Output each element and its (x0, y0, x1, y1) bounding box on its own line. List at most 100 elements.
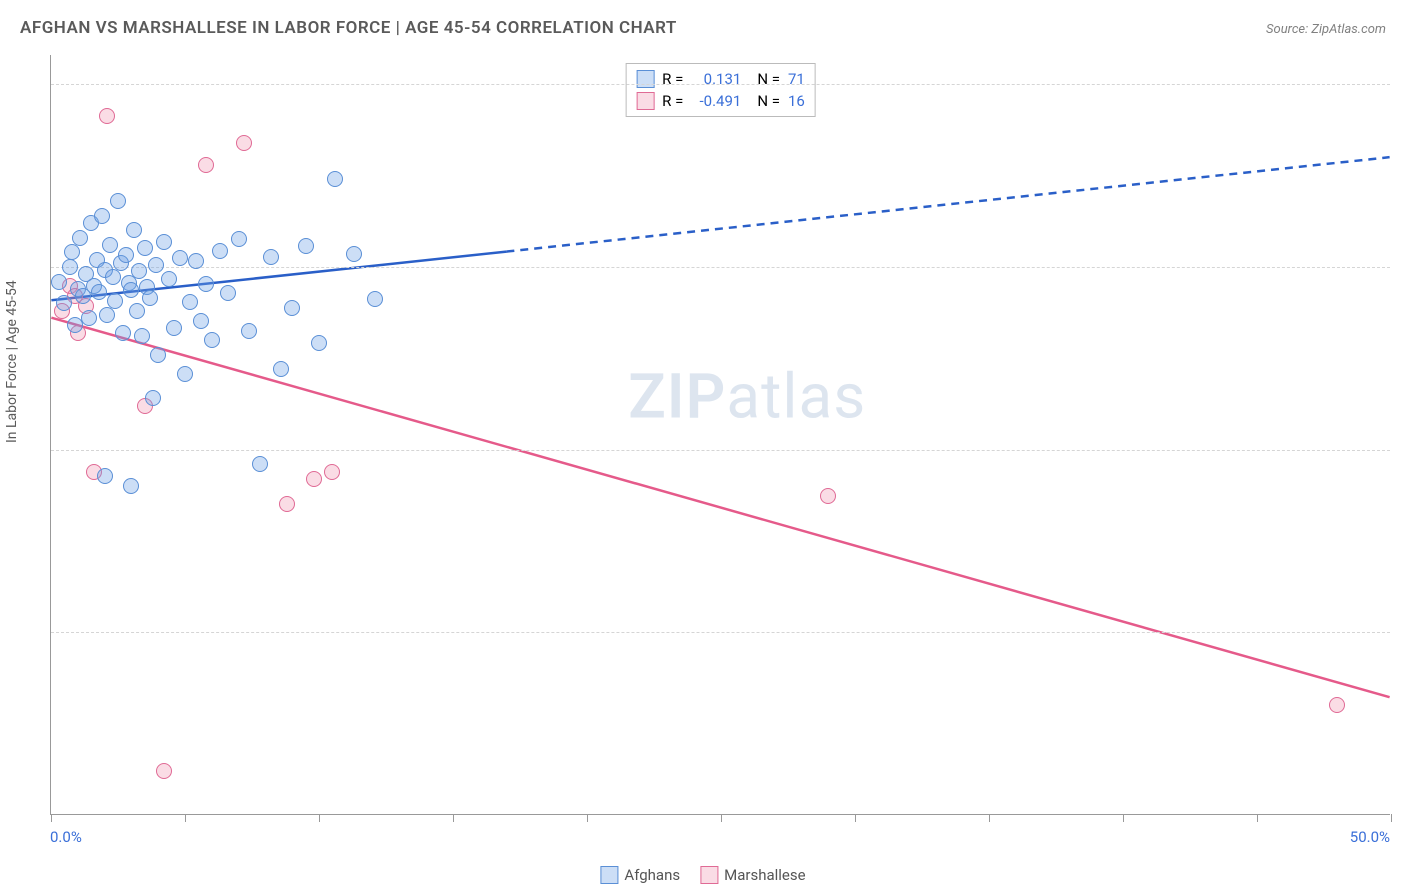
scatter-point (129, 303, 145, 319)
legend-series: Afghans Marshallese (600, 866, 805, 884)
x-tick (453, 814, 454, 822)
scatter-point (94, 208, 110, 224)
scatter-point (107, 293, 123, 309)
scatter-point (64, 244, 80, 260)
gridline (51, 267, 1390, 268)
scatter-point (81, 310, 97, 326)
scatter-point (110, 193, 126, 209)
scatter-point (126, 222, 142, 238)
n-label: N = (757, 92, 780, 110)
scatter-point (327, 171, 343, 187)
scatter-point (134, 328, 150, 344)
scatter-point (204, 332, 220, 348)
scatter-point (212, 243, 228, 259)
scatter-point (99, 108, 115, 124)
x-tick (587, 814, 588, 822)
x-tick (319, 814, 320, 822)
scatter-point (166, 320, 182, 336)
r-value-afghans: 0.131 (691, 70, 741, 88)
x-tick (51, 814, 52, 822)
x-tick (1391, 814, 1392, 822)
scatter-point (150, 347, 166, 363)
x-label-min: 0.0% (50, 828, 82, 846)
scatter-point (72, 230, 88, 246)
legend-row-marshallese: R = -0.491 N = 16 (636, 90, 805, 112)
scatter-point (273, 361, 289, 377)
scatter-point (193, 313, 209, 329)
x-tick (721, 814, 722, 822)
scatter-point (324, 464, 340, 480)
r-label: R = (662, 92, 683, 110)
scatter-point (56, 295, 72, 311)
scatter-point (177, 366, 193, 382)
scatter-point (161, 271, 177, 287)
scatter-point (145, 390, 161, 406)
n-value-afghans: 71 (788, 70, 805, 88)
scatter-point (311, 335, 327, 351)
series-label-marshallese: Marshallese (724, 866, 805, 884)
scatter-point (97, 468, 113, 484)
gridline (51, 450, 1390, 451)
scatter-point (198, 157, 214, 173)
scatter-point (367, 291, 383, 307)
legend-row-afghans: R = 0.131 N = 71 (636, 68, 805, 90)
scatter-point (306, 471, 322, 487)
swatch-afghans-2 (600, 866, 618, 884)
n-value-marshallese: 16 (788, 92, 805, 110)
gridline (51, 632, 1390, 633)
scatter-point (123, 478, 139, 494)
scatter-point (284, 300, 300, 316)
swatch-marshallese (636, 92, 654, 110)
scatter-point (131, 263, 147, 279)
scatter-point (346, 246, 362, 262)
n-label: N = (757, 70, 780, 88)
chart-title: AFGHAN VS MARSHALLESE IN LABOR FORCE | A… (20, 18, 677, 38)
scatter-point (231, 231, 247, 247)
x-tick (185, 814, 186, 822)
scatter-point (105, 269, 121, 285)
r-value-marshallese: -0.491 (691, 92, 741, 110)
scatter-point (142, 290, 158, 306)
scatter-point (156, 234, 172, 250)
r-label: R = (662, 70, 683, 88)
scatter-point (198, 276, 214, 292)
plot-area: ZIPatlas R = 0.131 N = 71 R = -0.491 N =… (50, 55, 1390, 815)
gridline (51, 84, 1390, 85)
scatter-point (115, 325, 131, 341)
scatter-point (123, 282, 139, 298)
scatter-point (172, 250, 188, 266)
scatter-point (220, 285, 236, 301)
scatter-point (241, 323, 257, 339)
swatch-marshallese-2 (700, 866, 718, 884)
scatter-point (236, 135, 252, 151)
scatter-point (182, 294, 198, 310)
legend-stats: R = 0.131 N = 71 R = -0.491 N = 16 (625, 63, 816, 117)
scatter-point (263, 249, 279, 265)
scatter-point (51, 274, 67, 290)
scatter-point (1329, 697, 1345, 713)
scatter-point (298, 238, 314, 254)
y-axis-title: In Labor Force | Age 45-54 (4, 280, 20, 443)
series-label-afghans: Afghans (624, 866, 680, 884)
trend-lines (51, 55, 1390, 814)
scatter-point (188, 253, 204, 269)
x-tick (989, 814, 990, 822)
scatter-point (91, 284, 107, 300)
scatter-point (279, 496, 295, 512)
legend-item-marshallese: Marshallese (700, 866, 805, 884)
watermark: ZIPatlas (628, 360, 866, 433)
x-tick (1257, 814, 1258, 822)
scatter-point (102, 237, 118, 253)
swatch-afghans (636, 70, 654, 88)
scatter-point (156, 763, 172, 779)
scatter-point (99, 307, 115, 323)
x-tick (855, 814, 856, 822)
chart-source: Source: ZipAtlas.com (1266, 22, 1386, 37)
scatter-point (62, 259, 78, 275)
scatter-point (137, 240, 153, 256)
x-tick (1123, 814, 1124, 822)
scatter-point (820, 488, 836, 504)
scatter-point (118, 247, 134, 263)
legend-item-afghans: Afghans (600, 866, 680, 884)
scatter-point (148, 257, 164, 273)
